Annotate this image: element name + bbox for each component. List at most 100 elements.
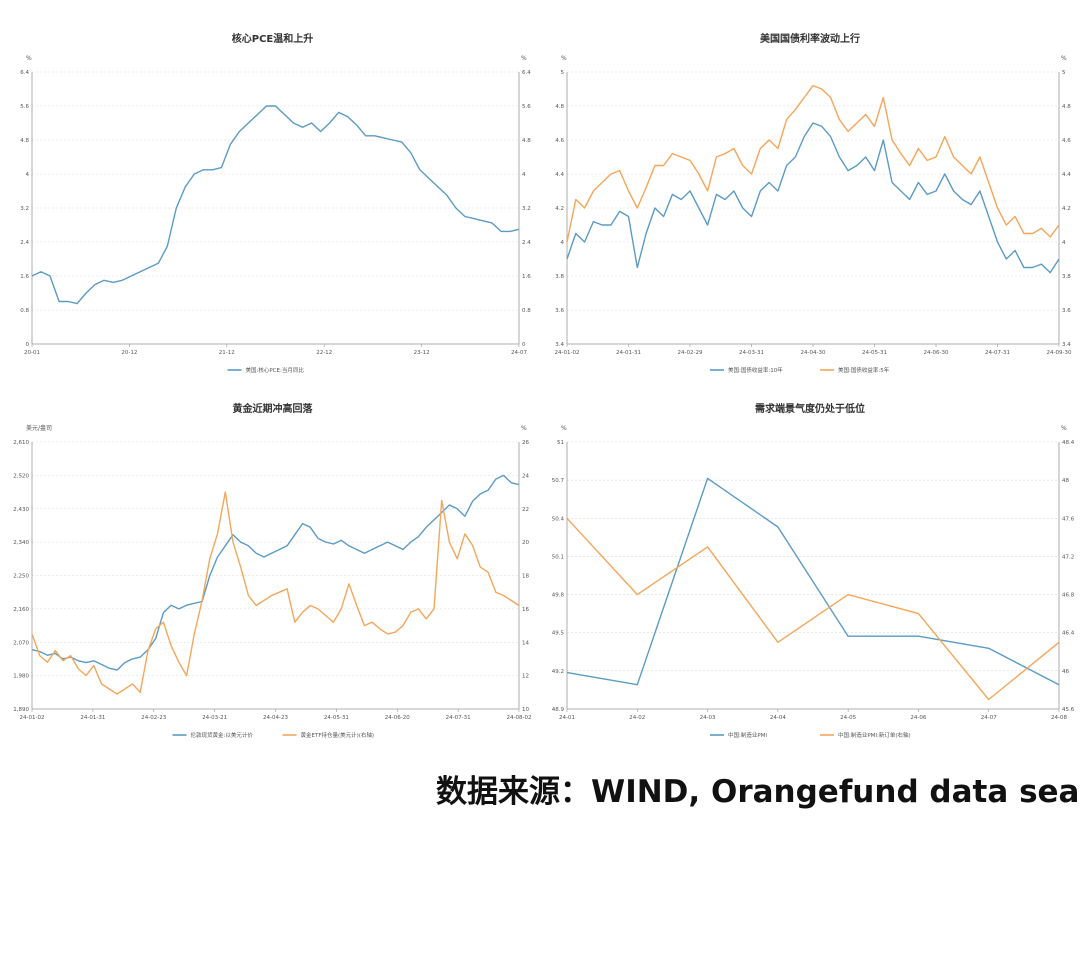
x-tick-label: 24-04-23	[263, 715, 288, 721]
y-tick-label-right: 4.8	[1062, 104, 1071, 110]
x-tick-label: 24-03-31	[739, 350, 764, 356]
x-tick-label: 24-07-31	[446, 715, 471, 721]
x-tick-label: 24-07	[511, 350, 527, 356]
y-tick-label-right: 4.8	[522, 138, 531, 144]
y-tick-label-left: 49.8	[552, 593, 565, 599]
y-tick-label-right: 4.2	[1062, 206, 1071, 212]
y-tick-label-left: 2,520	[13, 473, 29, 479]
chart-title: 美国国债利率波动上行	[760, 32, 860, 45]
source-note: 数据来源：WIND, Orangefund data sea	[436, 774, 1080, 810]
x-tick-label: 24-01-31	[80, 715, 105, 721]
x-tick-label: 24-02-29	[678, 350, 703, 356]
y-tick-label-right: 4.6	[1062, 138, 1071, 144]
y-tick-label-left: 2,340	[13, 540, 29, 546]
x-tick-label: 20-12	[121, 350, 137, 356]
x-tick-label: 21-12	[219, 350, 235, 356]
y-tick-label-left: 2,070	[13, 640, 29, 646]
y-tick-label-left: 4	[561, 240, 565, 246]
x-tick-label: 24-09-30	[1047, 350, 1072, 356]
y-tick-label-left: 0	[26, 342, 30, 348]
y-unit-right: %	[521, 425, 527, 432]
y-tick-label-left: 3.8	[555, 274, 564, 280]
x-tick-label: 24-05	[840, 715, 856, 721]
y-tick-label-right: 20	[522, 540, 529, 546]
y-unit-left: 美元/盎司	[26, 424, 52, 432]
y-tick-label-right: 2.4	[522, 240, 531, 246]
x-tick-label: 24-05-31	[862, 350, 887, 356]
y-tick-label-left: 1.6	[20, 274, 29, 280]
y-tick-label-left: 4.4	[555, 172, 564, 178]
y-tick-label-right: 46.8	[1062, 593, 1075, 599]
x-tick-label: 24-03	[700, 715, 716, 721]
y-unit-left: %	[561, 425, 567, 432]
y-tick-label-right: 3.4	[1062, 342, 1071, 348]
y-tick-label-left: 5.6	[20, 104, 29, 110]
x-tick-label: 24-01-31	[616, 350, 641, 356]
x-tick-label: 24-02-23	[141, 715, 166, 721]
x-tick-label: 24-04-30	[801, 350, 826, 356]
y-tick-label-left: 4.6	[555, 138, 564, 144]
chart-title: 需求端景气度仍处于低位	[755, 402, 865, 415]
x-tick-label: 24-01-02	[555, 350, 580, 356]
legend-label: 伦敦现货黄金:以美元计价	[191, 731, 254, 739]
y-tick-label-right: 18	[522, 574, 529, 580]
y-tick-label-left: 1,980	[13, 674, 29, 680]
y-tick-label-right: 22	[522, 507, 529, 513]
y-tick-label-right: 16	[522, 607, 529, 613]
y-tick-label-left: 51	[557, 440, 564, 446]
x-tick-label: 24-01-02	[20, 715, 45, 721]
y-tick-label-right: 46	[1062, 669, 1069, 675]
y-unit-left: %	[26, 55, 32, 62]
y-tick-label-right: 10	[522, 707, 529, 713]
y-unit-left: %	[561, 55, 567, 62]
y-tick-label-left: 3.6	[555, 308, 564, 314]
y-tick-label-left: 4.2	[555, 206, 564, 212]
legend-label: 黄金ETF持仓量(美元计)(右轴)	[301, 731, 375, 739]
series-line-2	[31, 491, 520, 695]
chart-title: 核心PCE温和上升	[232, 32, 314, 45]
y-tick-label-right: 47.6	[1062, 516, 1075, 522]
x-tick-label: 24-05-31	[324, 715, 349, 721]
y-tick-label-left: 4	[26, 172, 30, 178]
chart-pmi: 需求端景气度仍处于低位%% 48.9 45.6 49.2 46 49.5 46.4 49.8 4…	[545, 398, 1075, 743]
x-tick-label: 24-02	[629, 715, 645, 721]
legend-label: 中国:制造业PMI:新订单(右轴)	[838, 731, 911, 739]
y-tick-label-left: 3.2	[20, 206, 29, 212]
series-line-1	[566, 477, 1060, 686]
y-tick-label-left: 6.4	[20, 70, 29, 76]
series-line-2	[566, 517, 1060, 701]
y-tick-label-right: 3.6	[1062, 308, 1071, 314]
y-tick-label-right: 48	[1062, 478, 1069, 484]
y-tick-label-right: 6.4	[522, 70, 531, 76]
x-tick-label: 24-03-21	[202, 715, 227, 721]
y-tick-label-left: 50.7	[552, 478, 565, 484]
y-tick-label-right: 14	[522, 640, 529, 646]
x-tick-label: 24-01	[559, 715, 575, 721]
y-tick-label-right: 5.6	[522, 104, 531, 110]
y-tick-label-left: 2,160	[13, 607, 29, 613]
y-tick-label-right: 48.4	[1062, 440, 1075, 446]
y-tick-label-right: 12	[522, 674, 529, 680]
y-tick-label-right: 24	[522, 473, 529, 479]
chart-core-pce: 核心PCE温和上升%% 0 0 0.8 0.8 1.6 1.6 2.4 2.4 3.2 3.2 4 4 4…	[10, 28, 535, 378]
legend-label: 美国:核心PCE:当月同比	[246, 366, 305, 374]
y-tick-label-right: 47.2	[1062, 554, 1074, 560]
y-tick-label-right: 1.6	[522, 274, 531, 280]
y-tick-label-right: 0.8	[522, 308, 531, 314]
x-tick-label: 24-08	[1051, 715, 1067, 721]
x-tick-label: 24-04	[770, 715, 786, 721]
y-tick-label-left: 49.2	[552, 669, 564, 675]
y-tick-label-left: 3.4	[555, 342, 564, 348]
chart-us-treasury-yields: 美国国债利率波动上行%% 3.4 3.4 3.6 3.6 3.8 3.8 4 4 4.2 4.2 4.…	[545, 28, 1075, 378]
y-unit-right: %	[521, 55, 527, 62]
series-line-1	[566, 122, 1060, 274]
y-tick-label-left: 50.4	[552, 516, 565, 522]
y-tick-label-right: 3.2	[522, 206, 531, 212]
y-tick-label-left: 4.8	[20, 138, 29, 144]
y-tick-label-right: 0	[522, 342, 526, 348]
y-tick-label-right: 45.6	[1062, 707, 1075, 713]
x-tick-label: 22-12	[316, 350, 332, 356]
y-tick-label-right: 5	[1062, 70, 1066, 76]
x-tick-label: 24-06-20	[385, 715, 410, 721]
